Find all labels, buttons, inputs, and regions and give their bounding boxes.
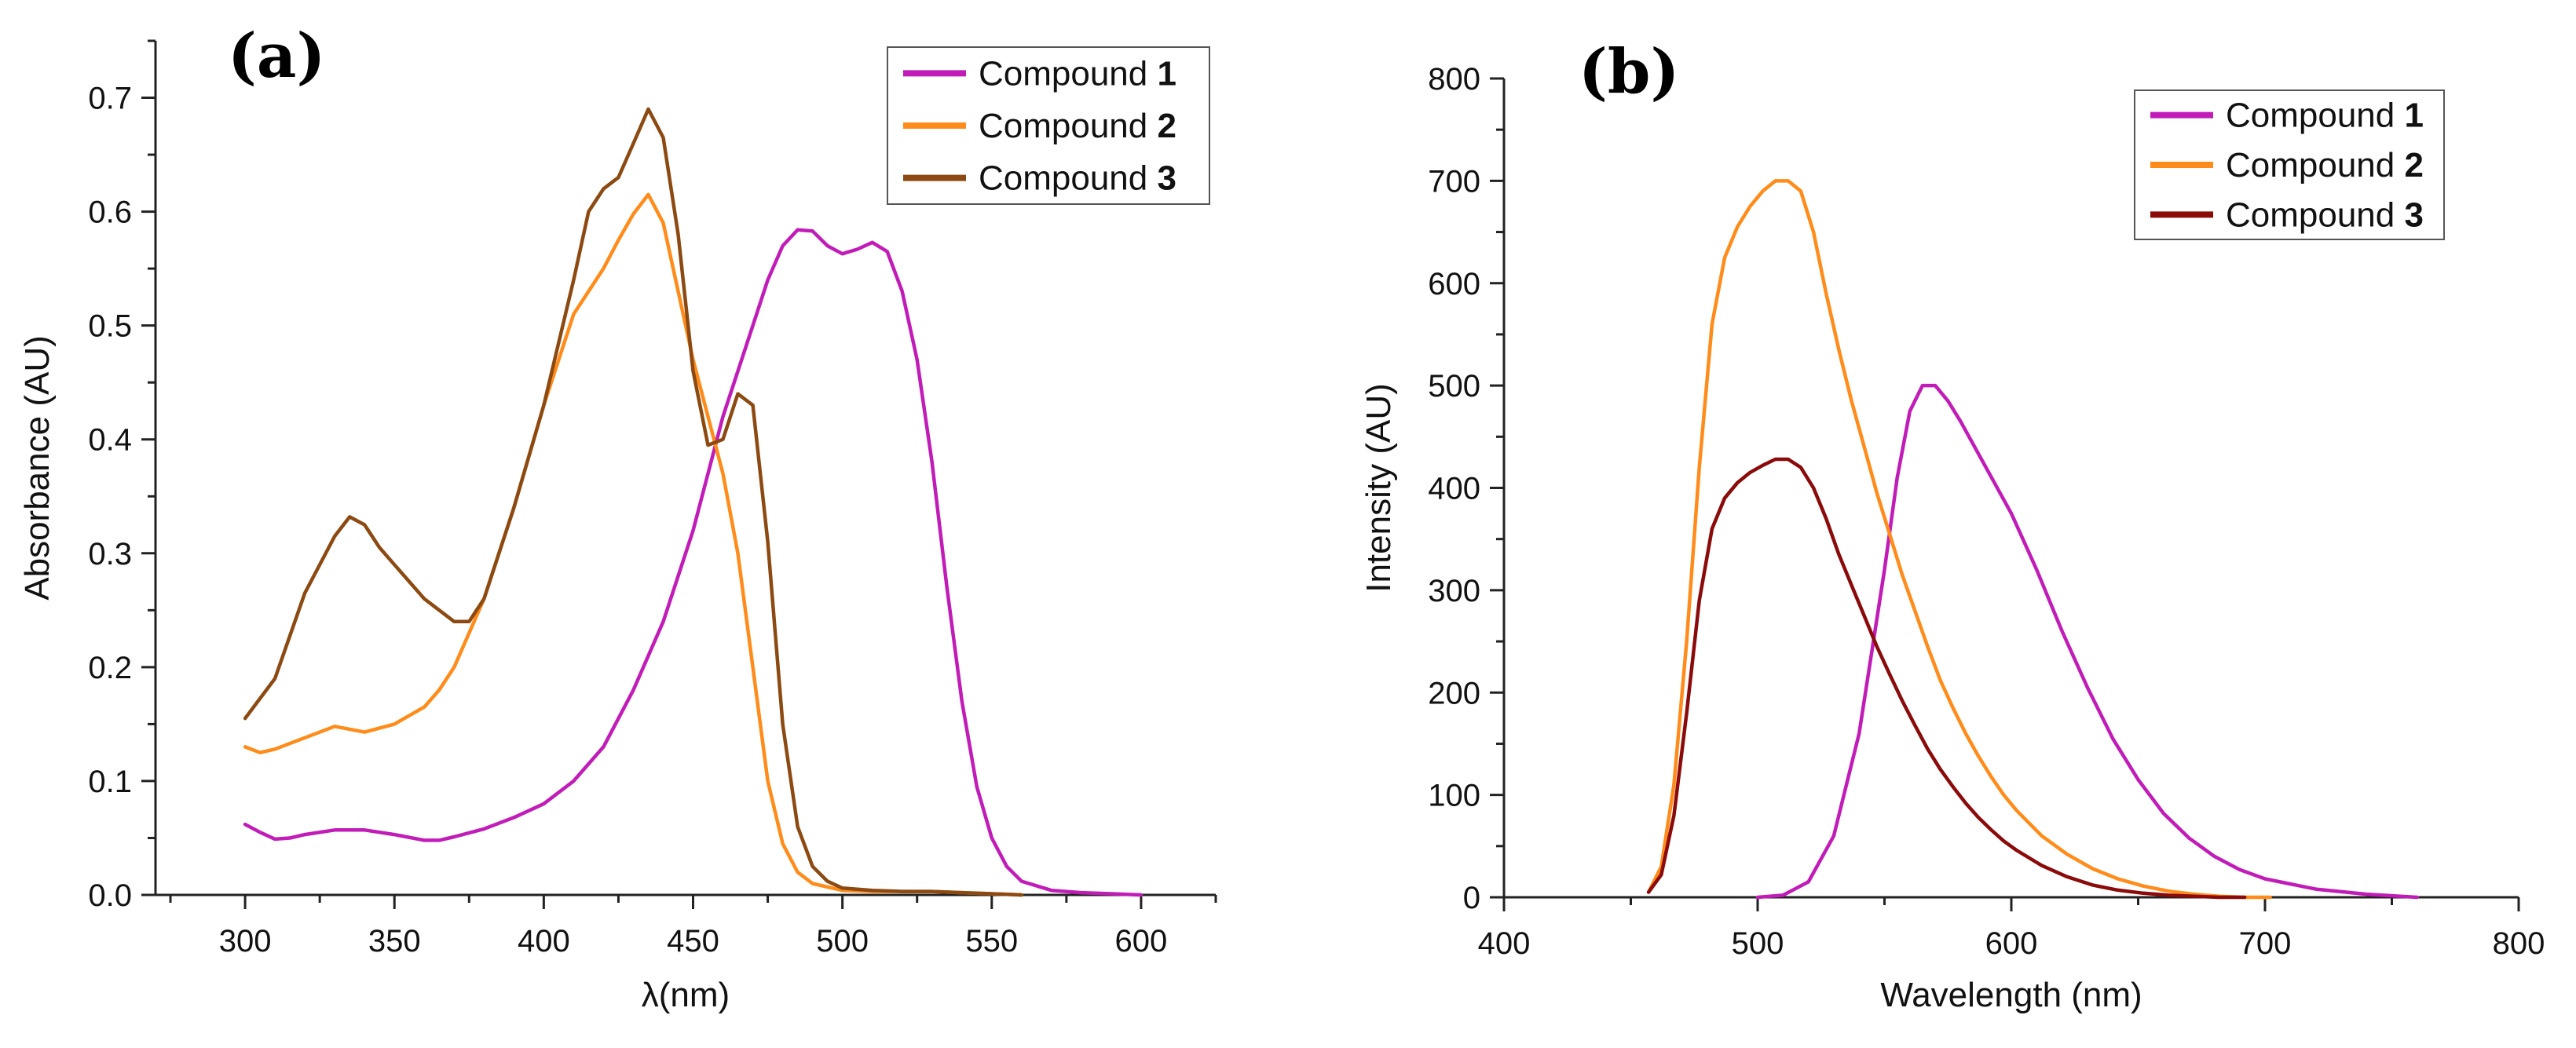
series-line-compound-1 bbox=[1755, 383, 2420, 900]
panel-label: (b) bbox=[1579, 36, 1679, 108]
x-tick-label: 500 bbox=[1732, 926, 1784, 961]
series-line-compound-2 bbox=[243, 192, 1024, 897]
y-tick-label: 500 bbox=[1428, 369, 1480, 403]
x-tick-label: 600 bbox=[1985, 926, 2038, 961]
legend-entry-name: Compound bbox=[979, 159, 1157, 198]
y-tick-label: 800 bbox=[1428, 62, 1480, 97]
legend-entry-name: Compound bbox=[2226, 195, 2404, 234]
y-tick-label: 0.5 bbox=[88, 309, 132, 344]
y-tick-label: 0.7 bbox=[88, 82, 132, 116]
y-tick-label: 600 bbox=[1428, 267, 1480, 301]
legend-entry-compound-3: Compound 3 bbox=[2226, 195, 2424, 234]
legend-entry-name: Compound bbox=[979, 107, 1157, 145]
y-tick-label: 0.3 bbox=[88, 537, 132, 571]
legend-entry-number: 1 bbox=[2404, 97, 2423, 135]
x-tick-label: 800 bbox=[2493, 926, 2545, 961]
y-tick-label: 0.4 bbox=[88, 423, 132, 458]
legend-entry-name: Compound bbox=[2226, 97, 2404, 135]
x-tick-label: 400 bbox=[518, 924, 570, 959]
y-tick-label: 300 bbox=[1428, 574, 1480, 608]
panel-a-absorbance-chart: 300 350 400 450 500 550 600 0.0 0.1 0.2 0.3 0.4 0.5 0… bbox=[18, 20, 1217, 1014]
y-tick-label: 0 bbox=[1463, 881, 1480, 915]
x-tick-label: 700 bbox=[2239, 926, 2292, 961]
x-tick-label: 350 bbox=[368, 924, 421, 959]
x-tick-label: 300 bbox=[219, 924, 272, 959]
y-axis-title: Intensity (AU) bbox=[1359, 383, 1398, 593]
legend-entry-name: Compound bbox=[979, 54, 1157, 93]
x-tick-label: 550 bbox=[965, 924, 1018, 959]
y-tick-label: 0.0 bbox=[88, 878, 132, 913]
legend-entry-number: 2 bbox=[1157, 107, 1176, 145]
y-axis-title: Absorbance (AU) bbox=[18, 335, 57, 600]
series-line-compound-2 bbox=[1646, 179, 2272, 900]
legend-entry-name: Compound bbox=[2226, 146, 2404, 184]
y-tick-label: 0.1 bbox=[88, 765, 132, 799]
y-tick-label: 700 bbox=[1428, 164, 1480, 199]
panel-label: (a) bbox=[228, 20, 325, 92]
legend-entry-compound-1: Compound 1 bbox=[2226, 97, 2424, 135]
legend-entry-number: 3 bbox=[1157, 159, 1176, 198]
panel-b-emission-chart: 400 500 600 700 800 0 100 200 300 400 500 600 700 800… bbox=[1359, 36, 2545, 1014]
x-tick-label: 450 bbox=[667, 924, 719, 959]
legend-entry-compound-3: Compound 3 bbox=[979, 159, 1176, 198]
legend-entry-number: 3 bbox=[2404, 195, 2423, 234]
x-tick-label: 500 bbox=[816, 924, 869, 959]
series-line-compound-3 bbox=[243, 107, 1024, 897]
series-line-compound-1 bbox=[243, 228, 1143, 897]
y-tick-label: 0.2 bbox=[88, 651, 132, 685]
x-tick-label: 400 bbox=[1478, 926, 1531, 961]
y-tick-label: 100 bbox=[1428, 779, 1480, 813]
legend-entry-number: 1 bbox=[1157, 54, 1176, 93]
legend-entry-compound-2: Compound 2 bbox=[979, 107, 1176, 145]
y-tick-label: 400 bbox=[1428, 472, 1480, 506]
x-axis-title: Wavelength (nm) bbox=[1880, 976, 2142, 1014]
x-tick-label: 600 bbox=[1115, 924, 1168, 959]
legend-entry-compound-2: Compound 2 bbox=[2226, 146, 2424, 184]
legend-entry-compound-1: Compound 1 bbox=[979, 54, 1176, 93]
series-line-compound-3 bbox=[1646, 457, 2247, 900]
x-axis-title: λ(nm) bbox=[642, 976, 730, 1014]
y-tick-label: 200 bbox=[1428, 676, 1480, 710]
legend-entry-number: 2 bbox=[2404, 146, 2423, 184]
y-tick-label: 0.6 bbox=[88, 195, 132, 230]
